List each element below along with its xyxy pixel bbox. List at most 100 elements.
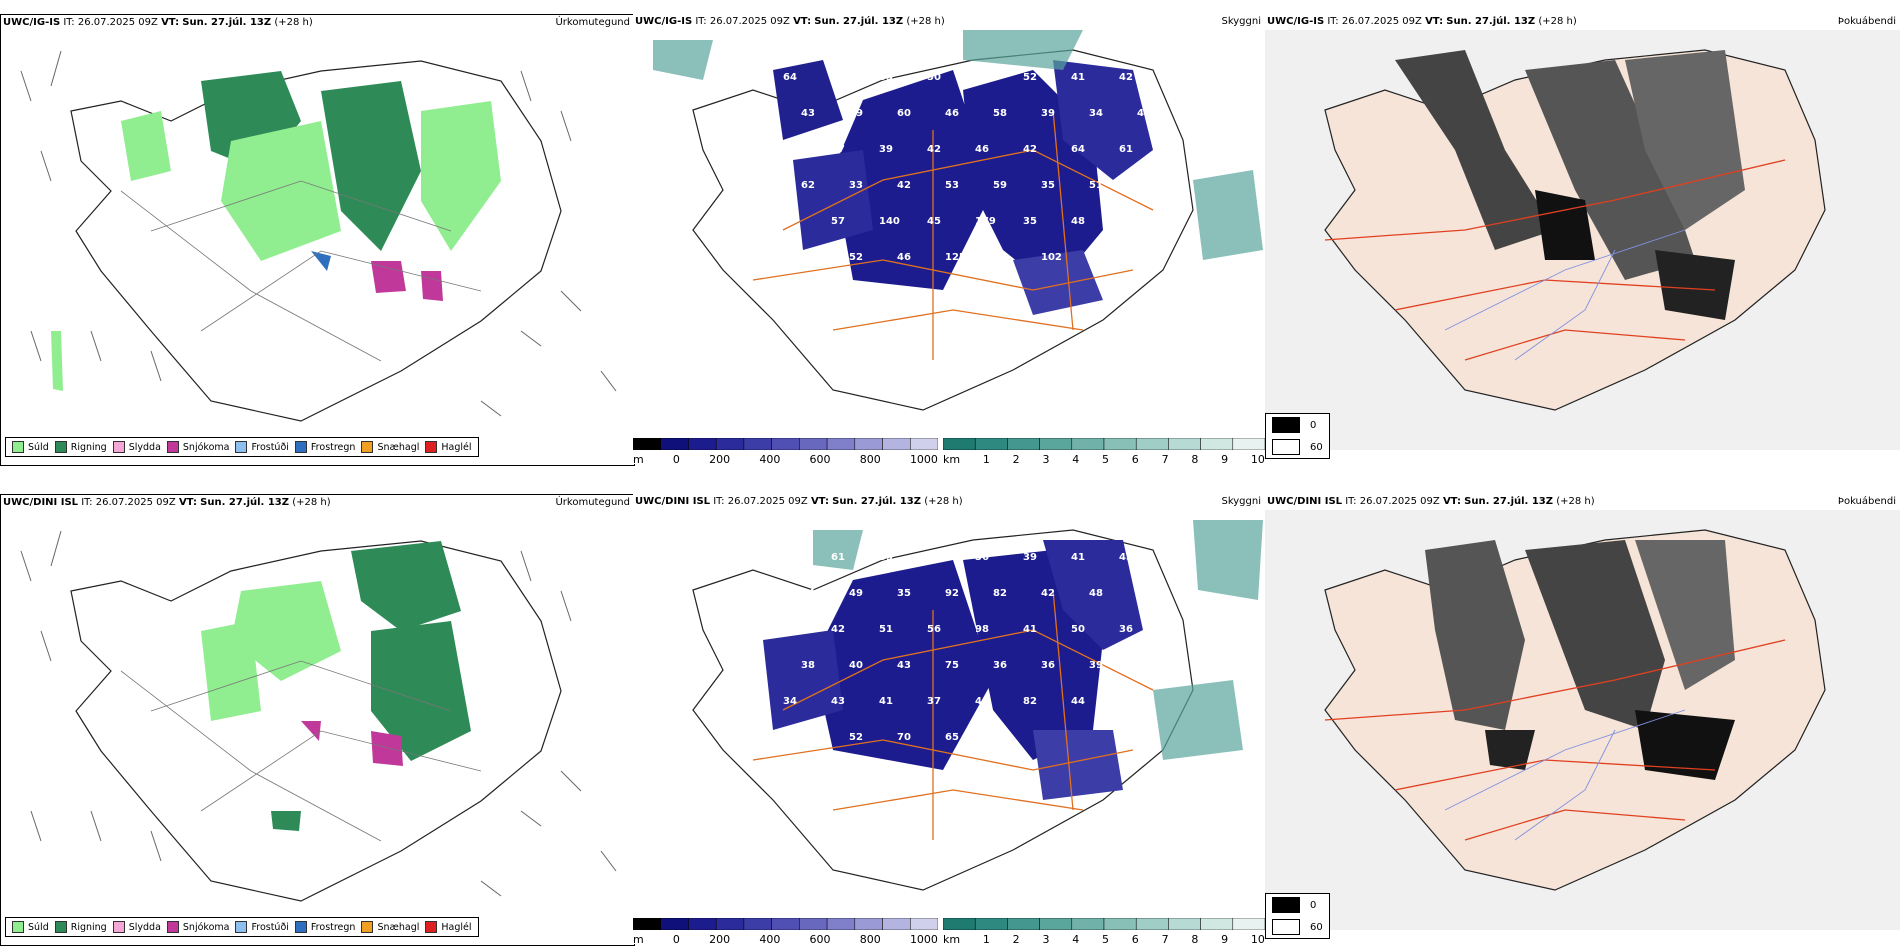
fog-panel-top: UWC/IG-IS IT: 26.07.2025 09Z VT: Sun. 27… [1265, 14, 1900, 464]
cloud-base-label: 57 [831, 216, 845, 227]
cloud-base-label: 50 [1071, 624, 1085, 635]
colorbar-swatch [854, 917, 883, 931]
cloud-base-label: 36 [993, 660, 1007, 671]
colorbar-swatch [1200, 437, 1234, 451]
precip-map [20, 50, 617, 422]
fog-map [1265, 510, 1900, 930]
colorbar-swatch [910, 437, 939, 451]
cloud-base-label: 70 [897, 732, 911, 743]
cloud-base-label: 53 [783, 624, 797, 635]
colorbar-swatch [1039, 917, 1073, 931]
cloud-base-label: 39 [879, 144, 893, 155]
fog-legend: 0 60 [1265, 893, 1330, 939]
cloud-base-label: 42 [1041, 588, 1055, 599]
cloud-base-label: 48 [801, 732, 815, 743]
panel-header: UWC/IG-IS IT: 26.07.2025 09Z VT: Sun. 27… [3, 17, 313, 28]
visibility-colorbar: km 1 2 3 4 5 6 7 8 9 10 [942, 437, 1265, 464]
colorbar-swatch [799, 917, 828, 931]
cloud-base-label: 36 [1119, 624, 1133, 635]
cloud-base-label: 46 [975, 144, 989, 155]
cloud-base-label: 64 [1071, 144, 1085, 155]
colorbar-swatch [1007, 917, 1040, 931]
cloud-base-label: 40 [849, 660, 863, 671]
cloud-base-label: 98 [975, 624, 989, 635]
cloud-base-label: 36 [975, 552, 989, 563]
cloud-base-label: 54 [801, 252, 815, 263]
legend-item: Snjókoma [166, 441, 229, 453]
cloud-base-label: 42 [1023, 144, 1037, 155]
colorbar-swatch [882, 437, 911, 451]
cloud-base-label: 42 [1119, 72, 1133, 83]
panel-header: UWC/DINI ISL IT: 26.07.2025 09Z VT: Sun.… [1267, 496, 1595, 507]
cloud-base-label: 42 [897, 180, 911, 191]
legend-item: Slydda [112, 441, 161, 453]
panel-header: UWC/DINI ISL IT: 26.07.2025 09Z VT: Sun.… [635, 496, 963, 507]
cloud-base-label: 35 [1023, 216, 1037, 227]
cloud-base-label: 44 [1071, 696, 1085, 707]
cloud-base-label: 52 [849, 252, 863, 263]
cloud-base-label: 51 [879, 624, 893, 635]
rivers-roads [120, 660, 482, 842]
rivers-roads [120, 180, 482, 362]
cloud-base-label: 92 [945, 588, 959, 599]
precip-type-legend: Súld Rigning Slydda Snjókoma Frostúði Fr… [5, 917, 479, 937]
cloud-base-label: 50 [927, 72, 941, 83]
cloud-base-label: 60 [897, 108, 911, 119]
legend-item: Haglél [425, 921, 472, 933]
cloud-ceiling-areas [773, 60, 1153, 315]
cloud-base-label: 39 [1041, 108, 1055, 119]
colorbar-swatch [1135, 437, 1169, 451]
cloud-base-label: 44 [831, 72, 845, 83]
cloud-base-label: 34 [783, 696, 797, 707]
cloud-base-label: 46 [945, 108, 959, 119]
cloud-base-label: 40 [1137, 108, 1151, 119]
fog-legend: 0 60 [1265, 413, 1330, 459]
cloud-base-label: 43 [801, 108, 815, 119]
cloud-base-label: 61 [831, 552, 845, 563]
ceiling-colorbar: m 0 200 400 600 800 1000 [633, 917, 939, 944]
colorbar-swatch [974, 437, 1008, 451]
colorbar-swatch [1071, 437, 1105, 451]
colorbar-swatch [771, 917, 800, 931]
fog-map [1265, 30, 1900, 450]
colorbar-swatch [715, 437, 745, 451]
colorbar-swatch [942, 437, 976, 451]
cloud-base-label: 62 [801, 180, 815, 191]
colorbar-swatch [1071, 917, 1105, 931]
colorbar-swatch [826, 437, 856, 451]
wind-barbs [20, 50, 617, 417]
cloud-base-label: 43 [897, 660, 911, 671]
vis-areas [813, 520, 1263, 760]
panel-title: Skyggni [1221, 496, 1261, 507]
cloud-base-label: 33 [849, 180, 863, 191]
roads [752, 109, 1154, 360]
cloud-base-label: 34 [801, 588, 815, 599]
cloud-base-label: 103 [783, 552, 804, 563]
fog-index-areas [1425, 540, 1735, 780]
legend-item: Frostregn [294, 921, 355, 933]
legend-item: Frostúði [235, 921, 289, 933]
colorbar-swatch [771, 437, 800, 451]
cloud-base-label: 46 [897, 252, 911, 263]
cloud-base-label: 59 [993, 180, 1007, 191]
cloud-ceiling-areas [763, 540, 1143, 800]
colorbar-swatch [1103, 917, 1137, 931]
panel-title: Úrkomutegund [555, 17, 630, 28]
cloud-base-label: 13 [1089, 252, 1103, 263]
cloud-base-label: 42 [927, 144, 941, 155]
colorbar-swatch [688, 437, 717, 451]
legend-item: Súld [12, 441, 49, 453]
cloud-map [653, 30, 1263, 411]
ceiling-colorbar: m 0 200 400 600 800 1000 [633, 437, 939, 464]
colorbar-swatch [715, 917, 745, 931]
precip-areas [201, 541, 471, 831]
cloud-base-label: 140 [879, 216, 900, 227]
cloud-base-label: 41 [1023, 624, 1037, 635]
legend-item: Slydda [112, 921, 161, 933]
cloud-base-label: 44 [975, 696, 989, 707]
colorbar-swatch [882, 917, 911, 931]
colorbar-swatch [974, 917, 1008, 931]
legend-item: Frostúði [235, 441, 289, 453]
cloud-base-label: 35 [897, 588, 911, 599]
colorbar-swatch [660, 437, 689, 451]
